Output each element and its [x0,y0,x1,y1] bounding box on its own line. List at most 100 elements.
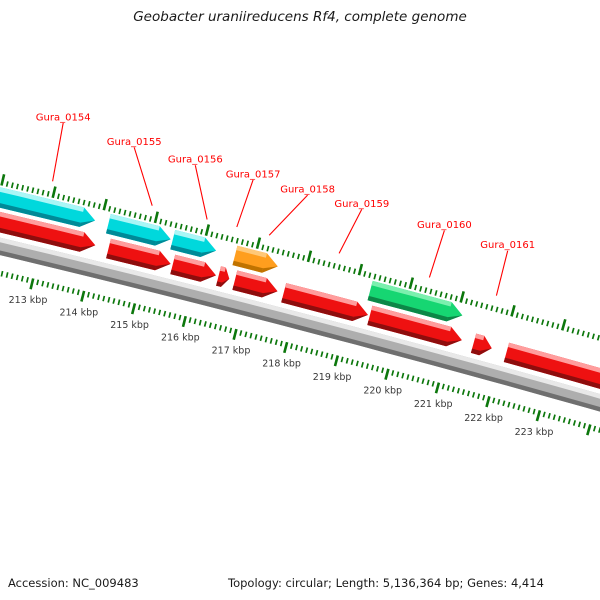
inner-minor-tick [51,283,55,289]
outer-minor-tick [72,197,76,203]
gene-arrow-unlabeled-highlight [507,342,600,373]
inner-minor-tick [466,390,471,397]
inner-minor-tick [360,361,364,368]
inner-minor-tick [497,398,501,405]
outer-minor-tick [342,265,346,272]
inner-major-tick [181,315,187,328]
outer-minor-tick [261,244,265,251]
inner-minor-tick [300,345,304,352]
ruler-label-217: 217 kbp [212,346,251,357]
outer-minor-tick [245,240,250,247]
inner-minor-tick [295,344,299,351]
inner-minor-tick [315,349,319,356]
inner-minor-tick [406,374,410,380]
outer-minor-tick [118,208,122,215]
outer-minor-tick [393,279,397,285]
outer-minor-tick [469,299,474,306]
gene-arrow-Gura_0154-highlight [0,211,85,237]
inner-minor-tick [507,401,511,408]
inner-minor-tick [482,394,486,401]
gene-arrow-Gura_0160-tip-shadow [446,340,462,347]
inner-minor-tick [198,319,202,326]
inner-minor-tick [122,300,126,307]
outer-major-tick [459,291,465,303]
inner-minor-tick [137,304,141,311]
outer-minor-tick [383,276,387,283]
feature-arrow-Gura_0160 [367,280,463,322]
gene-label-Gura_0156: Gura_0156 [168,155,223,166]
feature-arrow-Gura_0155-shadow [106,229,157,246]
inner-minor-tick [375,365,380,372]
inner-minor-tick [46,281,50,288]
inner-minor-tick [92,293,96,299]
inner-minor-tick [396,371,400,378]
outer-minor-tick [291,252,295,259]
leader-line-Gura_0154 [52,122,64,182]
inner-minor-tick [426,379,430,386]
inner-minor-tick [330,353,334,360]
inner-minor-tick [562,417,566,423]
inner-minor-tick [451,386,455,393]
outer-major-tick [357,263,364,276]
inner-minor-tick [244,331,248,338]
outer-minor-tick [174,222,178,229]
outer-minor-tick [56,193,60,200]
outer-minor-tick [271,247,275,253]
gene-label-Gura_0157: Gura_0157 [226,169,281,180]
inner-minor-tick [381,367,385,374]
gene-arrow-Gura_0159 [281,283,368,321]
inner-minor-tick [107,296,111,303]
inner-minor-tick [345,357,349,364]
outer-major-tick [510,304,516,317]
inner-major-tick [283,341,289,354]
outer-minor-tick [82,199,86,206]
inner-minor-tick [127,301,131,308]
inner-minor-tick [71,288,75,294]
inner-minor-tick [547,412,551,419]
outer-minor-tick [36,188,40,195]
inner-minor-tick [0,270,4,277]
outer-major-tick [51,186,57,199]
inner-major-tick [333,355,340,367]
inner-minor-tick [391,370,395,376]
outer-minor-tick [138,213,142,220]
outer-minor-tick [368,272,372,279]
inner-minor-tick [552,414,556,421]
inner-minor-tick [193,318,197,325]
feature-arrow-Gura_0160-tip-shadow [446,315,463,322]
outer-minor-tick [220,233,224,240]
gene-track [0,211,600,389]
outer-minor-tick [505,309,509,316]
inner-minor-tick [168,312,172,318]
inner-minor-tick [274,339,278,346]
inner-major-tick [130,303,137,315]
gene-label-Gura_0160: Gura_0160 [417,220,472,231]
feature-arrow-Gura_0154-shadow [0,203,81,227]
outer-minor-tick [215,232,219,239]
outer-minor-tick [419,285,423,292]
leader-line-Gura_0155 [133,147,153,206]
outer-minor-tick [296,253,301,260]
inner-minor-tick [471,391,476,398]
outer-major-tick [0,174,6,186]
inner-minor-tick [461,389,466,396]
inner-minor-tick [102,295,106,302]
feature-track [0,187,463,322]
outer-minor-tick [480,302,484,309]
gene-arrow-Gura_0158-shadow [232,285,263,298]
outer-minor-tick [353,268,357,275]
outer-minor-tick [21,184,25,191]
outer-ruler [0,174,600,341]
feature-arrow-Gura_0155-highlight [109,214,160,231]
feature-arrow-Gura_0160-shadow [367,295,448,322]
inner-minor-tick [208,322,212,329]
inner-minor-tick [477,393,481,400]
ruler-label-219: 219 kbp [313,372,352,383]
inner-major-tick [232,328,238,341]
gene-arrow-Gura_0159-shadow [281,298,354,321]
accession-text: Accession: NC_009483 [8,576,139,590]
outer-minor-tick [41,189,45,196]
feature-arrow-Gura_0155-tip-shadow [155,239,171,246]
outer-minor-tick [225,235,229,242]
outer-minor-tick [520,313,524,320]
